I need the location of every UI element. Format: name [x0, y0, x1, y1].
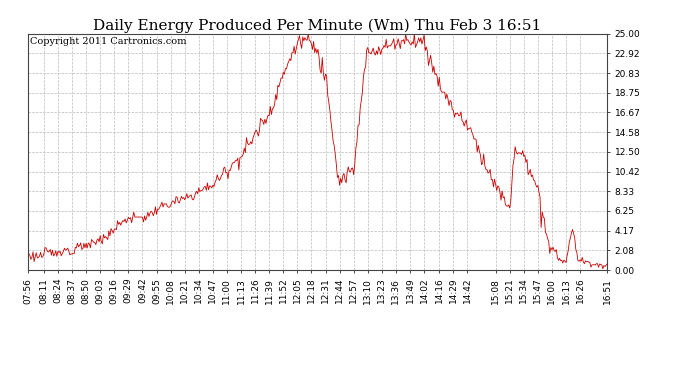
Title: Daily Energy Produced Per Minute (Wm) Thu Feb 3 16:51: Daily Energy Produced Per Minute (Wm) Th… — [93, 18, 542, 33]
Text: Copyright 2011 Cartronics.com: Copyright 2011 Cartronics.com — [30, 37, 187, 46]
